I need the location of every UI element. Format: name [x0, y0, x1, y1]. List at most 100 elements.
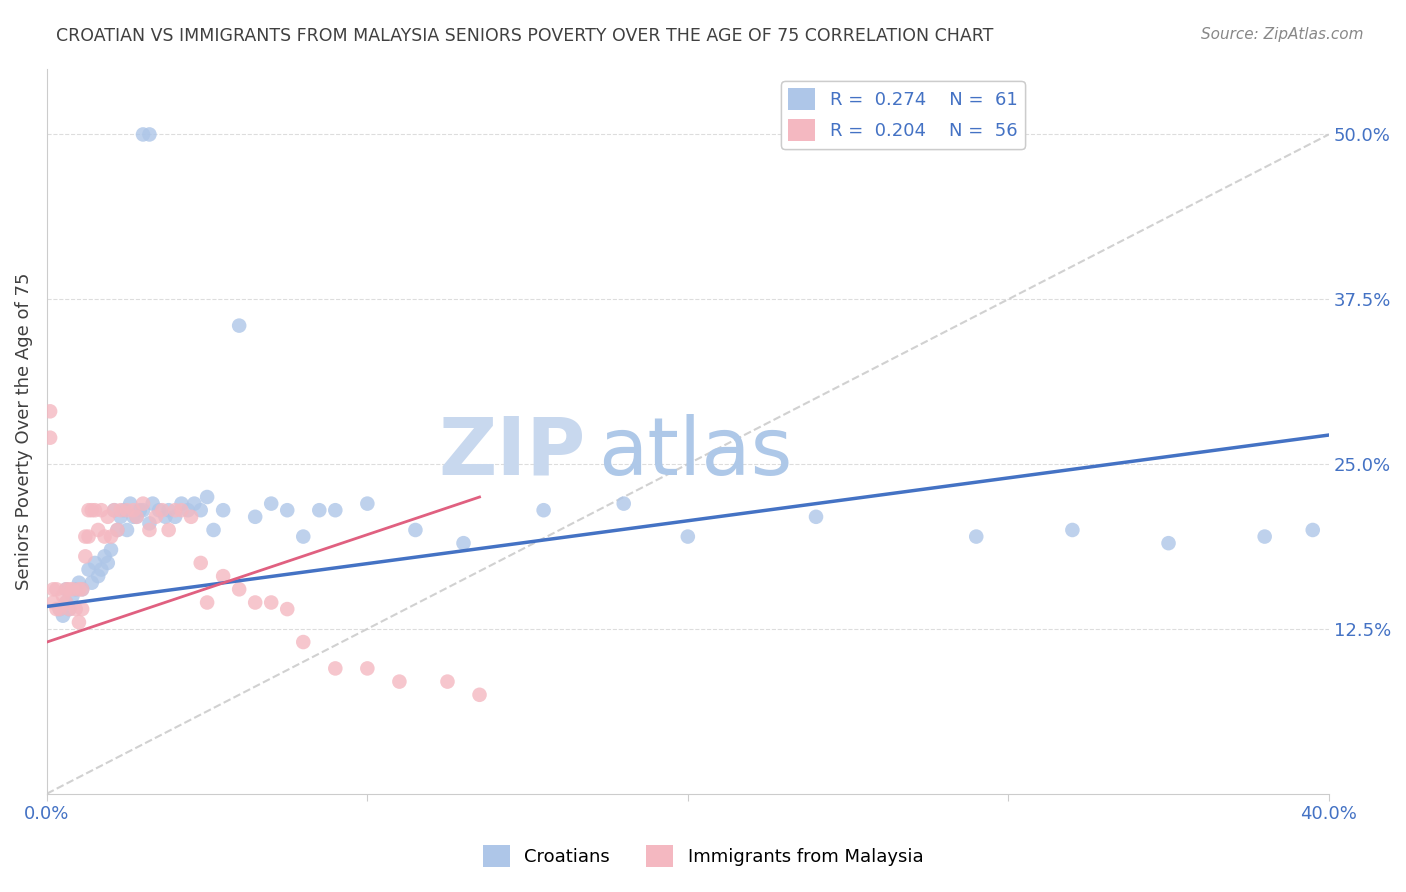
Point: [120, 497, 142, 511]
Point: [100, 542, 122, 557]
Point: [93, 549, 115, 564]
Point: [70, 582, 93, 597]
Point: [70, 582, 93, 597]
Point: [276, 503, 298, 517]
Point: [42, 595, 65, 609]
Point: [55, 595, 77, 609]
Point: [48, 602, 70, 616]
Point: [90, 562, 112, 576]
Point: [157, 503, 180, 517]
Point: [65, 602, 87, 616]
Point: [55, 582, 77, 597]
Point: [65, 582, 87, 597]
Point: [260, 595, 283, 609]
Point: [42, 582, 65, 597]
Point: [228, 318, 250, 333]
Point: [356, 497, 378, 511]
Point: [157, 523, 180, 537]
Point: [112, 503, 135, 517]
Point: [1157, 536, 1180, 550]
Text: Source: ZipAtlas.com: Source: ZipAtlas.com: [1201, 27, 1364, 42]
Point: [84, 503, 107, 517]
Point: [39, 431, 62, 445]
Legend: R =  0.274    N =  61, R =  0.204    N =  56: R = 0.274 N = 61, R = 0.204 N = 56: [782, 81, 1025, 149]
Point: [77, 530, 100, 544]
Point: [228, 582, 250, 597]
Point: [122, 503, 145, 517]
Point: [77, 503, 100, 517]
Point: [90, 503, 112, 517]
Point: [115, 503, 138, 517]
Point: [613, 497, 636, 511]
Point: [75, 530, 97, 544]
Point: [45, 582, 67, 597]
Point: [245, 509, 267, 524]
Point: [103, 503, 125, 517]
Point: [170, 503, 193, 517]
Point: [388, 674, 411, 689]
Point: [404, 523, 426, 537]
Point: [58, 602, 80, 616]
Point: [58, 582, 80, 597]
Point: [323, 661, 346, 675]
Point: [453, 536, 475, 550]
Point: [97, 556, 120, 570]
Point: [132, 128, 155, 142]
Point: [1253, 530, 1275, 544]
Point: [202, 523, 225, 537]
Point: [55, 582, 77, 597]
Point: [212, 503, 235, 517]
Legend: Croatians, Immigrants from Malaysia: Croatians, Immigrants from Malaysia: [475, 838, 931, 874]
Point: [145, 509, 167, 524]
Point: [77, 562, 100, 576]
Text: CROATIAN VS IMMIGRANTS FROM MALAYSIA SENIORS POVERTY OVER THE AGE OF 75 CORRELAT: CROATIAN VS IMMIGRANTS FROM MALAYSIA SEN…: [56, 27, 994, 45]
Point: [138, 516, 160, 531]
Point: [48, 602, 70, 616]
Y-axis label: Seniors Poverty Over the Age of 75: Seniors Poverty Over the Age of 75: [15, 272, 32, 590]
Point: [190, 503, 212, 517]
Point: [105, 523, 128, 537]
Point: [165, 509, 187, 524]
Point: [150, 503, 173, 517]
Point: [132, 503, 155, 517]
Point: [55, 595, 77, 609]
Point: [67, 582, 90, 597]
Point: [195, 595, 218, 609]
Point: [195, 490, 218, 504]
Point: [103, 503, 125, 517]
Point: [183, 497, 205, 511]
Point: [308, 503, 330, 517]
Point: [125, 509, 148, 524]
Point: [52, 589, 75, 603]
Point: [105, 523, 128, 537]
Point: [84, 556, 107, 570]
Point: [260, 497, 283, 511]
Point: [148, 503, 170, 517]
Point: [70, 602, 93, 616]
Point: [67, 615, 90, 630]
Point: [965, 530, 987, 544]
Point: [292, 530, 315, 544]
Point: [177, 503, 200, 517]
Point: [62, 582, 84, 597]
Point: [356, 661, 378, 675]
Point: [97, 509, 120, 524]
Point: [87, 523, 110, 537]
Point: [115, 523, 138, 537]
Point: [67, 575, 90, 590]
Text: ZIP: ZIP: [439, 414, 585, 491]
Point: [323, 503, 346, 517]
Point: [125, 509, 148, 524]
Point: [170, 497, 193, 511]
Point: [1302, 523, 1324, 537]
Point: [533, 503, 555, 517]
Point: [45, 602, 67, 616]
Point: [212, 569, 235, 583]
Point: [80, 503, 103, 517]
Point: [132, 497, 155, 511]
Point: [52, 608, 75, 623]
Point: [110, 503, 132, 517]
Point: [39, 404, 62, 418]
Point: [80, 575, 103, 590]
Point: [276, 602, 298, 616]
